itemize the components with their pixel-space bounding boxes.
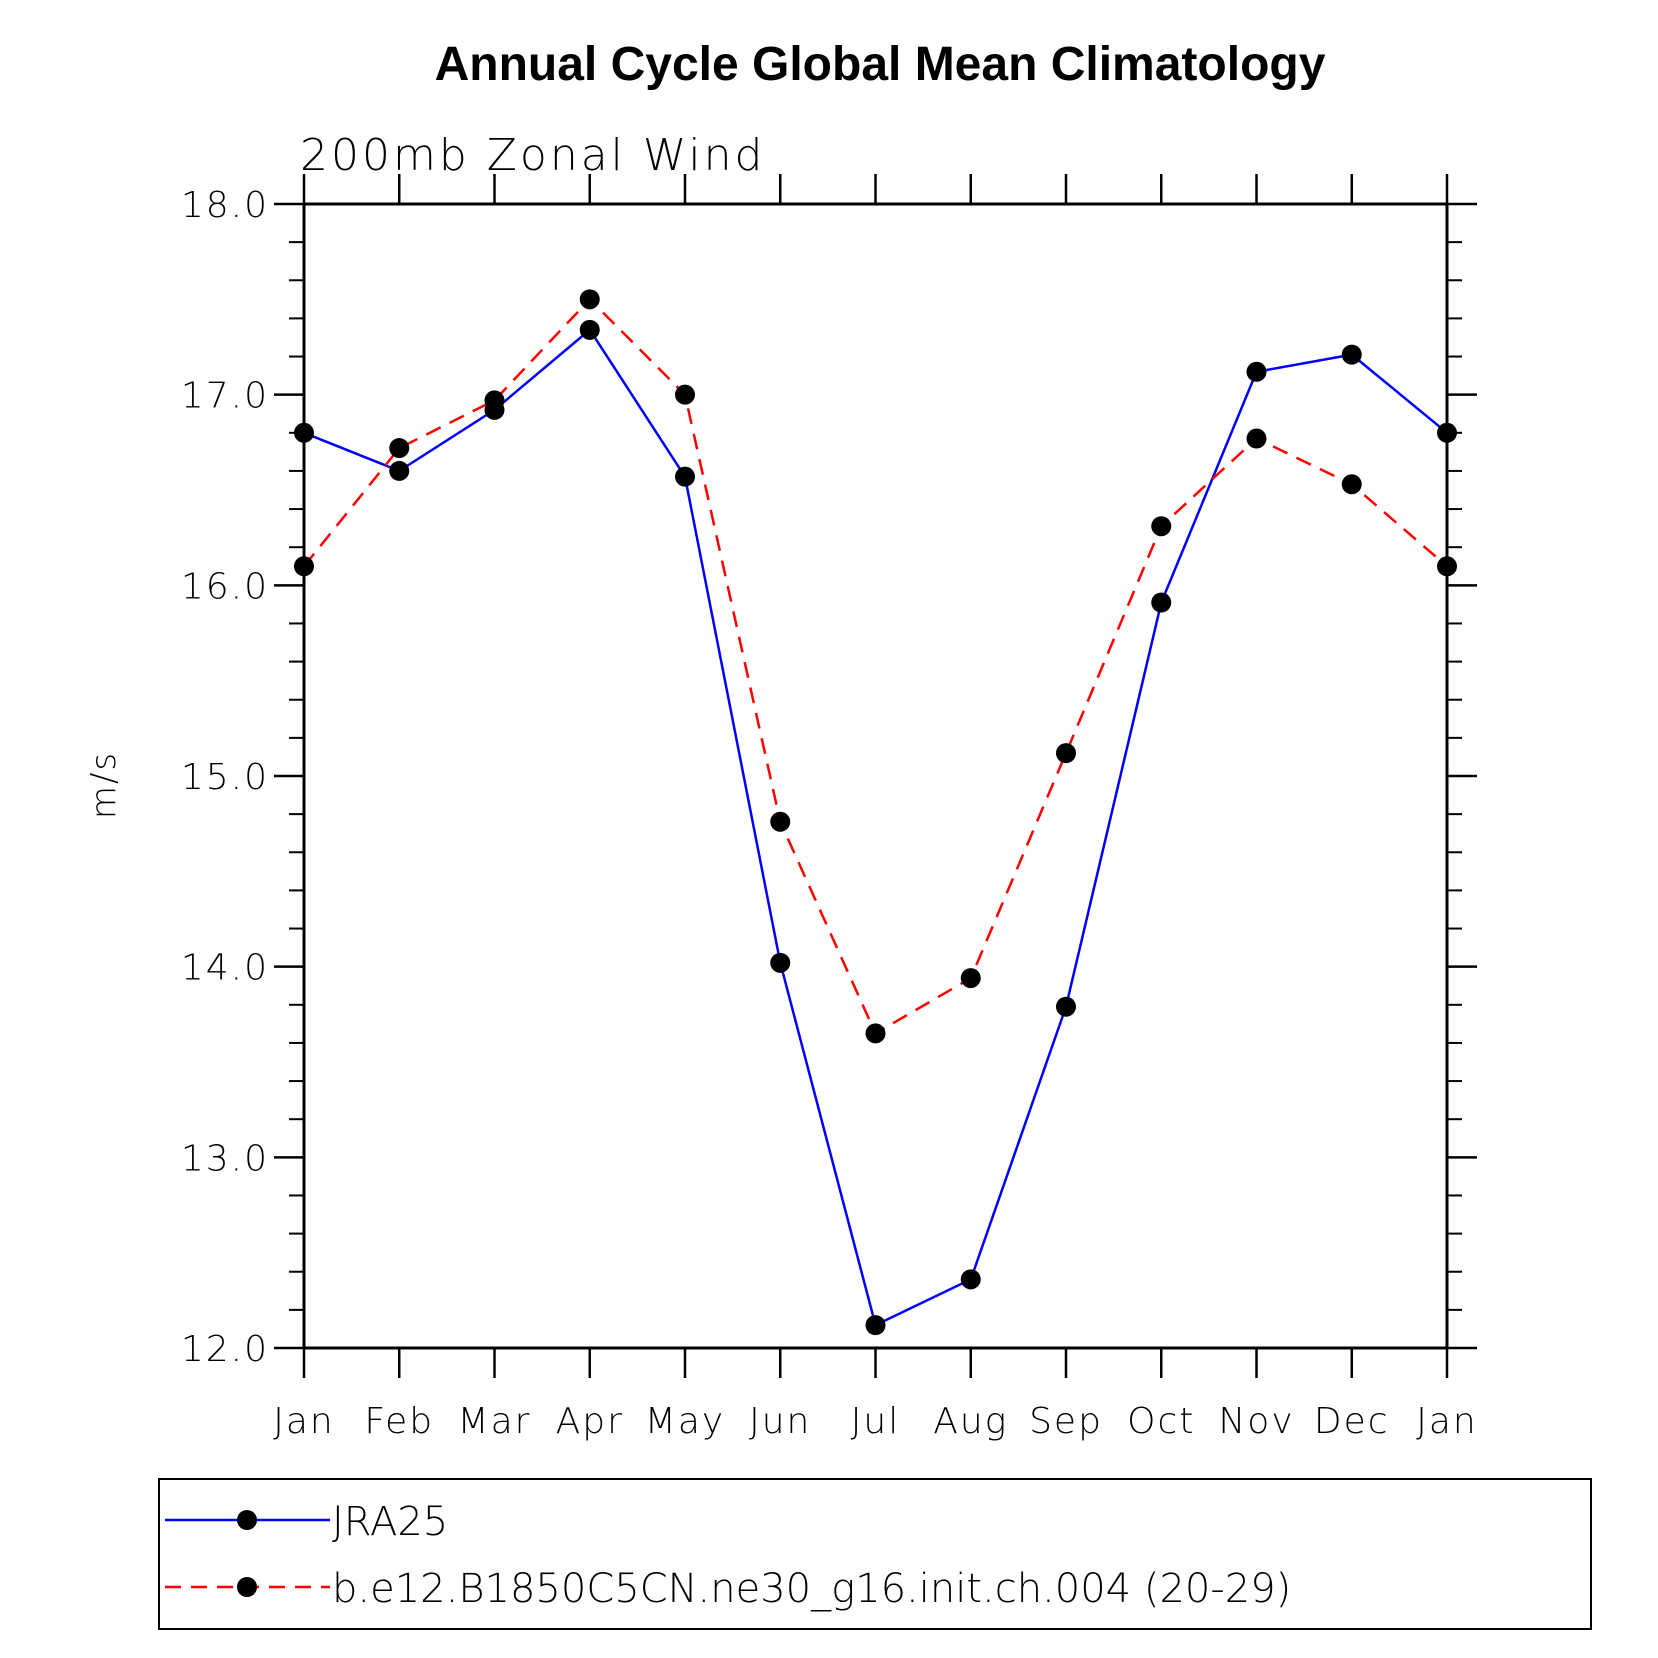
- legend-label-model: b.e12.B1850C5CN.ne30_g16.init.ch.004 (20…: [332, 1566, 1291, 1612]
- x-tick-label: Sep: [1029, 1401, 1103, 1442]
- data-point: [960, 1269, 981, 1290]
- legend-marker-jra25: [237, 1510, 257, 1530]
- series-0: [294, 319, 1457, 1336]
- x-tick-label: Dec: [1314, 1401, 1390, 1442]
- data-point: [770, 811, 791, 832]
- chart-title: Annual Cycle Global Mean Climatology: [435, 38, 1326, 91]
- x-tick-label: Jan: [1416, 1401, 1478, 1442]
- y-tick-label: 16.0: [181, 566, 269, 607]
- data-point: [1341, 344, 1362, 365]
- data-point: [1341, 474, 1362, 495]
- legend-marker-model: [237, 1577, 257, 1597]
- data-point: [1151, 516, 1172, 537]
- plot-series: [294, 289, 1457, 1336]
- data-point: [960, 968, 981, 989]
- data-point: [579, 319, 600, 340]
- axis-ticks: Jan Feb Mar Apr May Jun Jul Aug Sep Oct Nov Dec Jan1…: [181, 174, 1478, 1442]
- series-line: [303, 297, 1448, 1036]
- data-point: [484, 390, 505, 411]
- y-tick-label: 18.0: [181, 185, 269, 226]
- y-tick-label: 15.0: [181, 757, 269, 798]
- data-point: [1246, 428, 1267, 449]
- y-tick-label: 17.0: [181, 376, 269, 417]
- series-1: [294, 289, 1457, 1044]
- x-tick-label: Mar: [458, 1401, 532, 1442]
- y-tick-label: 13.0: [181, 1138, 269, 1179]
- data-point: [1056, 996, 1076, 1017]
- data-point: [1246, 361, 1267, 382]
- data-point: [675, 466, 695, 487]
- x-tick-label: Nov: [1218, 1401, 1294, 1442]
- x-tick-label: Feb: [364, 1401, 434, 1442]
- x-tick-label: May: [645, 1401, 725, 1442]
- data-point: [675, 384, 695, 405]
- series-line: [303, 327, 1448, 1327]
- data-point: [865, 1315, 886, 1336]
- data-point: [1056, 743, 1076, 764]
- x-tick-label: Jul: [851, 1401, 900, 1442]
- x-tick-label: Jun: [749, 1401, 811, 1442]
- y-axis-label: m/s: [84, 751, 124, 819]
- y-tick-label: 14.0: [181, 948, 269, 989]
- x-tick-label: Aug: [933, 1401, 1008, 1442]
- x-tick-label: Jan: [273, 1401, 335, 1442]
- legend-label-jra25: JRA25: [332, 1499, 448, 1545]
- legend: JRA25 b.e12.B1850C5CN.ne30_g16.init.ch.0…: [158, 1478, 1592, 1630]
- data-point: [770, 952, 791, 973]
- x-tick-label: Oct: [1127, 1401, 1195, 1442]
- plot-frame: [302, 202, 1449, 1350]
- legend-box: [158, 1478, 1592, 1630]
- data-point: [865, 1023, 886, 1044]
- chart-subtitle: 200mb Zonal Wind: [300, 130, 765, 181]
- y-tick-label: 12.0: [181, 1329, 269, 1370]
- x-tick-label: Apr: [556, 1401, 624, 1442]
- data-point: [389, 438, 410, 459]
- data-point: [1151, 592, 1172, 613]
- data-point: [389, 460, 410, 481]
- data-point: [579, 289, 600, 310]
